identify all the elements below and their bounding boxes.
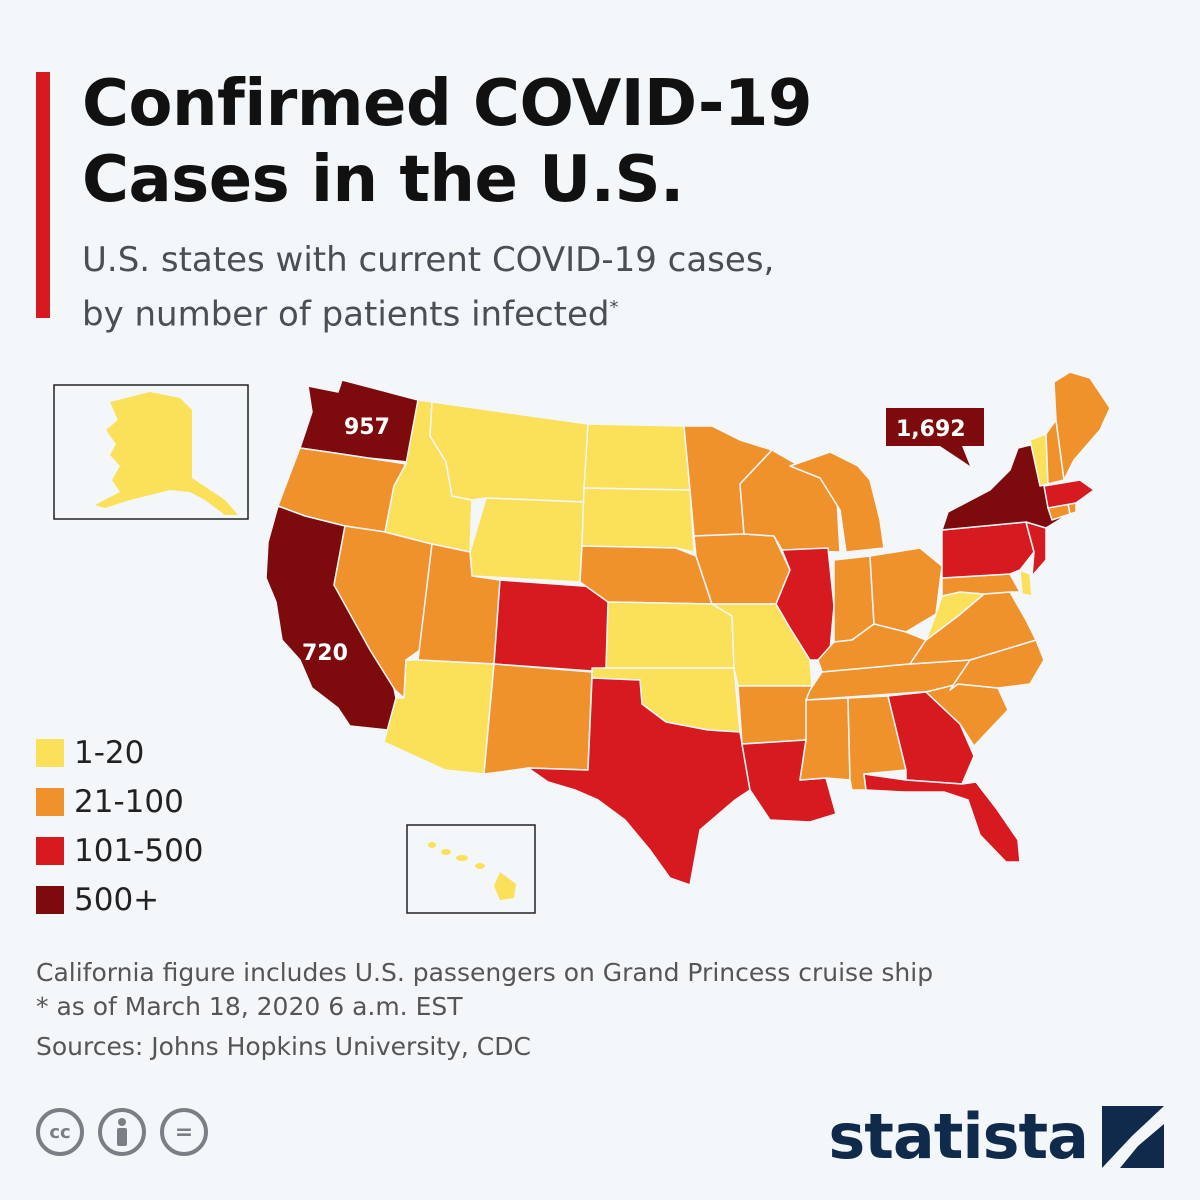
legend-swatch [36, 738, 64, 767]
no-derivatives-icon-text: = [174, 1119, 194, 1145]
subtitle-line-2: by number of patients infected [82, 294, 610, 335]
state-michigan [789, 451, 885, 553]
cc-icon-text: cc [49, 1121, 71, 1143]
legend-swatch [36, 787, 64, 816]
title-line-2: Cases in the U.S. [82, 143, 684, 217]
callout-washington-value: 957 [344, 415, 390, 440]
attribution-icon[interactable] [98, 1108, 146, 1156]
footnote-california: California figure includes U.S. passenge… [36, 958, 934, 987]
state-wyoming [469, 497, 585, 583]
state-arizona [383, 659, 495, 775]
brand-name: statista [828, 1100, 1089, 1173]
state-maine [1053, 371, 1111, 481]
state-ohio [869, 547, 943, 633]
callout-new-york: 1,692 [886, 408, 984, 466]
state-montana [429, 401, 589, 503]
state-alaska [95, 392, 238, 515]
callout-california: 720 [302, 641, 348, 666]
state-nebraska [579, 545, 713, 605]
person-icon [117, 1118, 127, 1146]
us-map: 957 1,692 720 [53, 371, 1111, 914]
state-texas [527, 677, 751, 886]
legend-label: 21-100 [74, 783, 184, 820]
state-north-dakota [583, 423, 691, 491]
legend-swatch [36, 885, 64, 914]
state-delaware [1019, 569, 1033, 597]
lower-48 [265, 371, 1111, 886]
license-icons: cc = [36, 1108, 208, 1156]
state-mississippi [799, 697, 851, 781]
legend-label: 1-20 [74, 734, 145, 771]
state-massachusetts [1043, 479, 1095, 509]
state-maryland [941, 573, 1021, 597]
subtitle: U.S. states with current COVID-19 cases,… [82, 236, 774, 338]
sources: Sources: Johns Hopkins University, CDC [36, 1032, 531, 1061]
legend-item-1-20: 1-20 [36, 728, 204, 777]
legend-label: 500+ [74, 881, 160, 918]
footnotes: California figure includes U.S. passenge… [36, 956, 933, 1070]
hawaii-inset [406, 824, 536, 914]
state-iowa [693, 533, 791, 605]
page-title: Confirmed COVID-19 Cases in the U.S. [82, 66, 812, 218]
statista-mark-icon [1102, 1105, 1164, 1168]
state-south-dakota [581, 487, 695, 553]
cc-icon[interactable]: cc [36, 1108, 84, 1156]
alaska-inset [53, 384, 249, 520]
state-pennsylvania [941, 521, 1035, 579]
subtitle-line-1: U.S. states with current COVID-19 cases, [82, 240, 775, 280]
state-washington [299, 379, 419, 463]
accent-bar [36, 72, 50, 318]
callout-california-value: 720 [302, 641, 348, 666]
legend-swatch [36, 836, 64, 865]
state-colorado [493, 579, 611, 673]
legend-label: 101-500 [74, 832, 204, 869]
callout-washington: 957 [344, 415, 390, 440]
legend-item-101-500: 101-500 [36, 826, 204, 875]
no-derivatives-icon[interactable]: = [160, 1108, 208, 1156]
legend: 1-20 21-100 101-500 500+ [36, 728, 204, 924]
state-hawaii-big-island [494, 872, 516, 900]
state-new-mexico [483, 663, 593, 775]
state-florida [863, 773, 1021, 863]
brand-logo[interactable]: statista [828, 1100, 1164, 1173]
subtitle-asterisk: * [609, 297, 619, 318]
legend-item-21-100: 21-100 [36, 777, 204, 826]
state-hawaii-kauai [428, 842, 436, 848]
callout-new-york-value: 1,692 [896, 417, 966, 442]
footnote-date: * as of March 18, 2020 6 a.m. EST [36, 992, 463, 1021]
legend-item-500-plus: 500+ [36, 875, 204, 924]
state-kansas [605, 601, 735, 669]
state-illinois [775, 547, 835, 661]
state-arkansas [737, 685, 813, 745]
title-line-1: Confirmed COVID-19 [82, 67, 812, 141]
